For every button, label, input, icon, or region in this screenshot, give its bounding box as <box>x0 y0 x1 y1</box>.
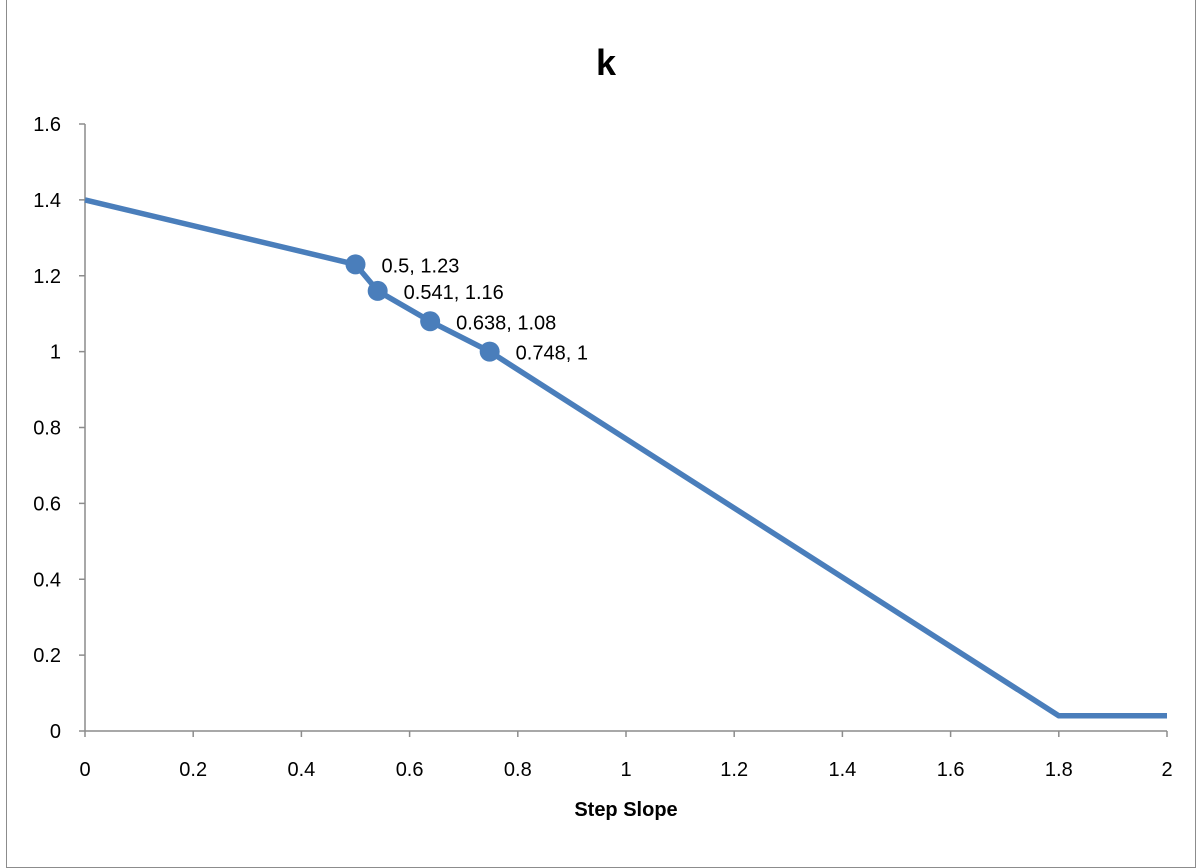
y-axis: 0 0.2 0.4 0.6 0.8 1 1.2 1.4 1.6 <box>33 114 86 743</box>
series-group <box>84 197 1167 719</box>
y-tick-label: 1.2 <box>33 266 61 288</box>
marker-group: 0.5, 1.23 0.541, 1.16 0.638, 1.08 0.748, 1 <box>345 254 588 365</box>
x-tick-label: 1.2 <box>720 759 748 781</box>
x-tick-label: 0.2 <box>179 759 207 781</box>
x-tick-label: 0 <box>79 759 90 781</box>
x-tick-label: 1 <box>620 759 631 781</box>
data-label: 0.638, 1.08 <box>456 312 556 334</box>
x-tick-label: 0.8 <box>504 759 532 781</box>
x-tick-label: 0.6 <box>396 759 424 781</box>
data-label: 0.541, 1.16 <box>404 282 504 304</box>
y-tick-label: 0.4 <box>33 569 61 591</box>
x-tick-label: 2 <box>1161 759 1172 781</box>
series-line <box>84 197 1167 719</box>
data-point <box>367 280 388 301</box>
y-tick-label: 1 <box>50 342 61 364</box>
y-tick-label: 0.2 <box>33 645 61 667</box>
y-tick-label: 0.6 <box>33 493 61 515</box>
x-axis: 0 0.2 0.4 0.6 0.8 1 1.2 1.4 1.6 1.8 2 <box>79 730 1173 781</box>
data-point <box>345 254 366 275</box>
x-tick-label: 1.4 <box>828 759 856 781</box>
data-point <box>420 311 441 332</box>
y-tick-label: 1.6 <box>33 114 61 136</box>
data-label: 0.5, 1.23 <box>382 255 460 277</box>
data-label: 0.748, 1 <box>516 343 588 365</box>
x-tick-label: 1.6 <box>937 759 965 781</box>
chart-title: k <box>596 42 617 83</box>
x-axis-title: Step Slope <box>574 799 677 821</box>
chart-frame <box>6 0 1196 868</box>
x-tick-label: 1.8 <box>1045 759 1073 781</box>
y-tick-label: 0 <box>50 721 61 743</box>
y-tick-label: 1.4 <box>33 190 61 212</box>
x-tick-label: 0.4 <box>287 759 315 781</box>
y-tick-label: 0.8 <box>33 418 61 440</box>
data-point <box>479 341 500 362</box>
